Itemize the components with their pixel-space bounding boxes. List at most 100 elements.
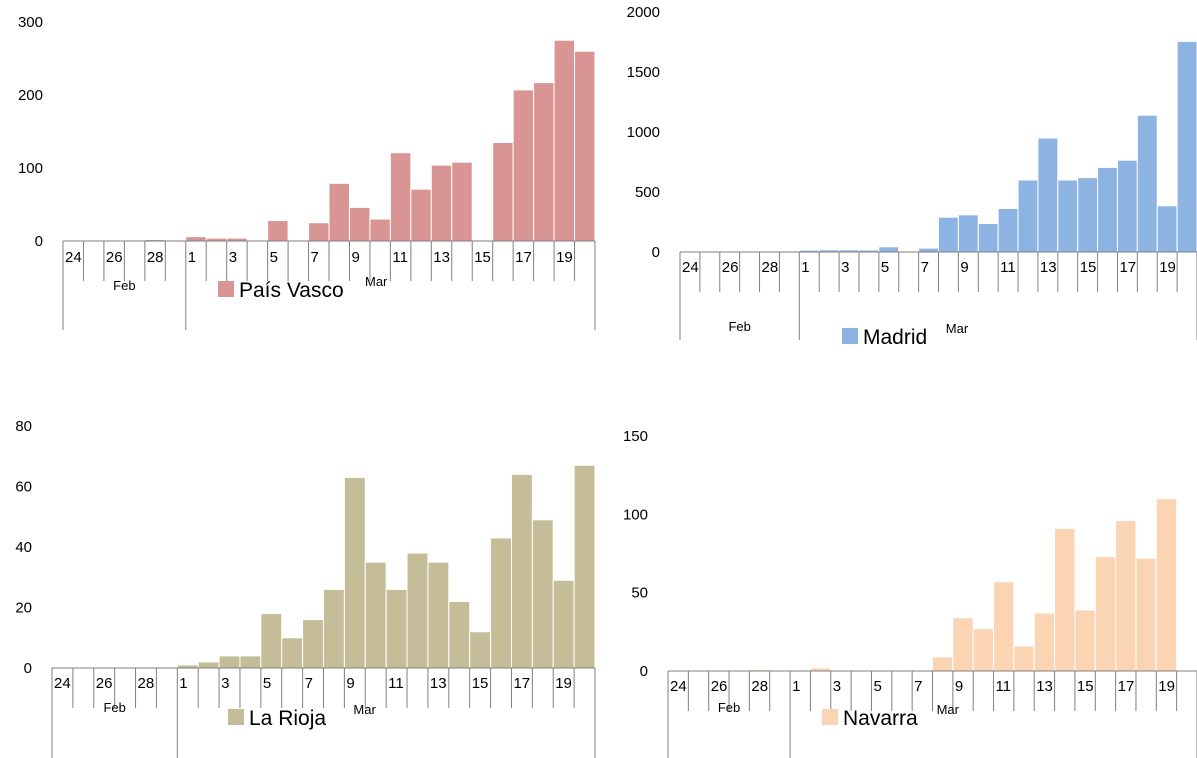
y-tick-label: 60	[15, 479, 32, 496]
bar-madrid-16	[1098, 167, 1118, 252]
bar-pais-vasco-9	[349, 207, 369, 241]
x-tick-label: 26	[106, 249, 123, 266]
x-tick-label: 1	[188, 249, 196, 266]
x-tick-label: 17	[513, 675, 530, 692]
chart-navarra: 0 50 100 150 24 26 28 1 3 5 7 9 11 13 15 17 19 Feb Navarra…	[600, 405, 1197, 758]
bar-navarra-13	[1034, 613, 1054, 671]
month-label-feb: Feb	[103, 700, 125, 715]
x-tick-label: 19	[1158, 678, 1175, 695]
x-tick-label: 7	[914, 678, 922, 695]
x-tick-label: 15	[472, 675, 489, 692]
x-tick-label: 11	[388, 675, 404, 692]
y-tick-label: 1000	[627, 124, 660, 141]
x-tick-label: 28	[762, 259, 779, 276]
x-tick-label: 5	[881, 259, 889, 276]
y-tick-label: 100	[623, 506, 648, 523]
y-tick-label: 0	[24, 660, 32, 677]
x-tick-label: 15	[474, 249, 491, 266]
bar-navarra-9	[953, 618, 973, 671]
bar-pais-vasco-17	[513, 90, 533, 241]
x-tick-label: 9	[960, 259, 968, 276]
y-tick-label: 80	[15, 418, 32, 435]
bar-navarra-14	[1055, 528, 1075, 671]
x-tick-label: 28	[138, 675, 155, 692]
bar-pais-vasco-1	[186, 237, 206, 241]
bar-madrid-19	[1157, 206, 1177, 252]
x-tick-label: 28	[751, 678, 768, 695]
bar-madrid-17	[1117, 160, 1137, 252]
bar-pais-vasco-12	[411, 189, 431, 241]
bar-navarra-16	[1095, 557, 1115, 671]
x-tick-label: 3	[833, 678, 841, 695]
x-tick-label: 5	[270, 249, 278, 266]
y-tick-label: 0	[35, 233, 43, 250]
x-tick-label: 17	[1119, 259, 1136, 276]
bar-la-rioja-2	[198, 662, 219, 668]
month-label-feb: Feb	[728, 319, 750, 334]
y-tick-label: 100	[18, 160, 43, 177]
bar-la-rioja-16	[491, 538, 512, 668]
bar-la-rioja-18	[532, 520, 553, 668]
bar-pais-vasco-13	[431, 165, 451, 241]
x-tick-label: 28	[147, 249, 164, 266]
bar-madrid-14	[1058, 180, 1078, 252]
bar-navarra-17	[1116, 521, 1136, 671]
bar-navarra-18	[1136, 558, 1156, 671]
y-tick-label: 500	[635, 184, 660, 201]
bar-madrid-20	[1177, 41, 1197, 252]
bar-madrid-15	[1078, 178, 1098, 252]
bar-pais-vasco-7	[309, 223, 329, 241]
x-tick-label: 3	[221, 675, 229, 692]
y-tick-label: 20	[15, 600, 32, 617]
y-tick-label: 50	[631, 585, 648, 602]
chart-la-rioja: 0 20 40 60 80 24 26 28 1 3 5 7 9 11 13 15 17 19 Feb La Rioj…	[0, 405, 600, 758]
bar-la-rioja-17	[511, 474, 532, 668]
y-tick-label: 1500	[627, 64, 660, 81]
bar-madrid-13	[1038, 138, 1058, 252]
x-tick-label: 1	[179, 675, 187, 692]
bar-la-rioja-9	[344, 477, 365, 668]
bar-la-rioja-10	[365, 562, 386, 668]
bar-navarra-10	[973, 629, 993, 671]
x-tick-label: 26	[96, 675, 113, 692]
bar-la-rioja-8	[324, 589, 345, 668]
bar-navarra-8	[933, 657, 953, 671]
bar-la-rioja-6	[282, 638, 303, 668]
bar-navarra-12	[1014, 646, 1034, 671]
x-tick-label: 7	[305, 675, 313, 692]
bar-madrid-7	[919, 248, 939, 252]
legend-swatch	[228, 709, 244, 725]
bar-la-rioja-5	[261, 614, 282, 668]
x-tick-label: 11	[996, 678, 1012, 695]
bar-la-rioja-11	[386, 589, 407, 668]
x-tick-label: 5	[263, 675, 271, 692]
chart-madrid: 0 500 1000 1500 2000 24 26 28 1 3 5 7 9 11 13 15 17 19 Feb…	[600, 0, 1197, 340]
x-tick-label: 7	[921, 259, 929, 276]
bar-pais-vasco-10	[370, 219, 390, 241]
bar-pais-vasco-16	[493, 142, 513, 241]
bar-pais-vasco-20	[575, 51, 595, 241]
bar-la-rioja-14	[449, 601, 470, 668]
bar-pais-vasco-11	[390, 153, 410, 241]
x-tick-label: 26	[711, 678, 728, 695]
bar-pais-vasco-5	[268, 221, 288, 241]
x-tick-label: 17	[1118, 678, 1135, 695]
bar-la-rioja-3	[219, 656, 240, 668]
x-tick-label: 11	[392, 249, 408, 266]
y-tick-label: 40	[15, 539, 32, 556]
y-tick-label: 300	[18, 14, 43, 31]
x-tick-label: 1	[792, 678, 800, 695]
x-tick-label: 24	[54, 675, 71, 692]
x-tick-label: 3	[841, 259, 849, 276]
month-label-feb: Feb	[113, 278, 135, 293]
y-tick-label: 0	[640, 663, 648, 680]
bar-madrid-5	[879, 247, 899, 252]
x-tick-label: 13	[1040, 259, 1057, 276]
bar-pais-vasco-19	[554, 40, 574, 241]
bar-madrid-10	[978, 224, 998, 252]
month-label-mar: Mar	[353, 702, 376, 717]
x-tick-label: 17	[515, 249, 532, 266]
